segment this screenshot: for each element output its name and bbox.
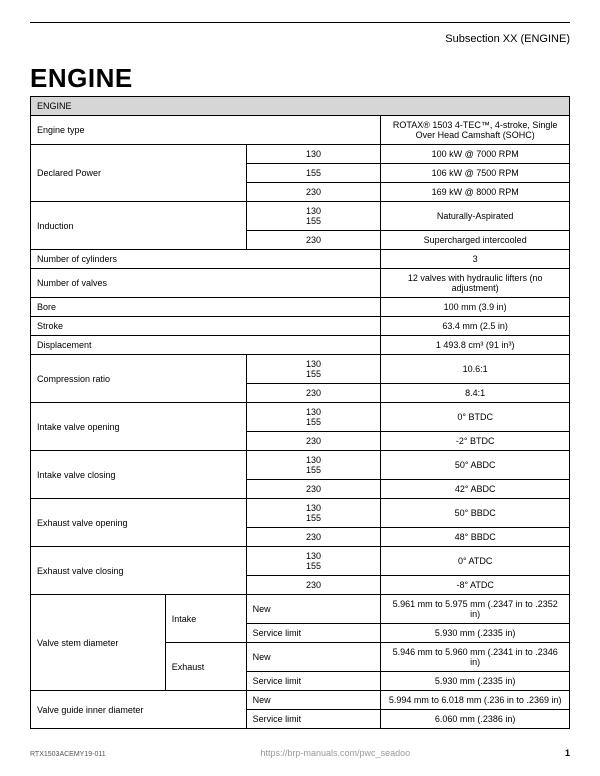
table-section-header: ENGINE	[31, 97, 570, 116]
row-value: 0° ATDC	[381, 547, 570, 576]
row-value: 5.930 mm (.2335 in)	[381, 624, 570, 643]
row-label: Induction	[31, 202, 247, 250]
row-value: 106 kW @ 7500 RPM	[381, 164, 570, 183]
table-row: Valve stem diameter Intake New 5.961 mm …	[31, 595, 570, 624]
table-row: Displacement 1 493.8 cm³ (91 in³)	[31, 336, 570, 355]
row-value: 169 kW @ 8000 RPM	[381, 183, 570, 202]
variant-cell: 230	[246, 528, 381, 547]
table-row: Bore 100 mm (3.9 in)	[31, 298, 570, 317]
section-header-cell: ENGINE	[31, 97, 570, 116]
variant-cell: 155	[246, 164, 381, 183]
row-label: Compression ratio	[31, 355, 247, 403]
row-label: Exhaust valve closing	[31, 547, 247, 595]
cond-label: New	[246, 595, 381, 624]
row-value: 50° ABDC	[381, 451, 570, 480]
variant-cell: 130 155	[246, 202, 381, 231]
variant-cell: 130 155	[246, 499, 381, 528]
row-label: Stroke	[31, 317, 381, 336]
row-value: Naturally-Aspirated	[381, 202, 570, 231]
doc-code: RTX1503ACEMY19-011	[30, 751, 106, 758]
table-row: Valve guide inner diameter New 5.994 mm …	[31, 691, 570, 710]
row-value: 3	[381, 250, 570, 269]
table-row: Number of cylinders 3	[31, 250, 570, 269]
row-value: 8.4:1	[381, 384, 570, 403]
table-row: Stroke 63.4 mm (2.5 in)	[31, 317, 570, 336]
row-label: Valve guide inner diameter	[31, 691, 247, 729]
row-value: 5.946 mm to 5.960 mm (.2341 in to .2346 …	[381, 643, 570, 672]
table-row: Induction 130 155 Naturally-Aspirated	[31, 202, 570, 231]
row-value: 6.060 mm (.2386 in)	[381, 710, 570, 729]
row-value: 5.930 mm (.2335 in)	[381, 672, 570, 691]
row-value: 5.994 mm to 6.018 mm (.236 in to .2369 i…	[381, 691, 570, 710]
page-footer: RTX1503ACEMY19-011 https://brp-manuals.c…	[30, 748, 570, 758]
sub-label: Intake	[165, 595, 246, 643]
variant-cell: 130 155	[246, 355, 381, 384]
row-value: ROTAX® 1503 4-TEC™, 4-stroke, Single Ove…	[381, 116, 570, 145]
row-value: 5.961 mm to 5.975 mm (.2347 in to .2352 …	[381, 595, 570, 624]
table-row: Engine type ROTAX® 1503 4-TEC™, 4-stroke…	[31, 116, 570, 145]
table-row: Declared Power 130 100 kW @ 7000 RPM	[31, 145, 570, 164]
cond-label: Service limit	[246, 672, 381, 691]
variant-cell: 130	[246, 145, 381, 164]
row-value: 12 valves with hydraulic lifters (no adj…	[381, 269, 570, 298]
row-value: 50° BBDC	[381, 499, 570, 528]
footer-url: https://brp-manuals.com/pwc_seadoo	[261, 748, 411, 758]
table-row: Number of valves 12 valves with hydrauli…	[31, 269, 570, 298]
table-row: Exhaust valve opening 130 155 50° BBDC	[31, 499, 570, 528]
page-title: ENGINE	[30, 63, 570, 94]
row-value: 1 493.8 cm³ (91 in³)	[381, 336, 570, 355]
row-value: -2° BTDC	[381, 432, 570, 451]
table-row: Intake valve opening 130 155 0° BTDC	[31, 403, 570, 432]
variant-cell: 130 155	[246, 547, 381, 576]
variant-cell: 230	[246, 183, 381, 202]
variant-cell: 230	[246, 480, 381, 499]
variant-cell: 130 155	[246, 451, 381, 480]
variant-cell: 230	[246, 576, 381, 595]
engine-spec-table: ENGINE Engine type ROTAX® 1503 4-TEC™, 4…	[30, 96, 570, 729]
row-value: Supercharged intercooled	[381, 231, 570, 250]
variant-cell: 230	[246, 231, 381, 250]
top-rule	[30, 22, 570, 23]
variant-cell: 230	[246, 384, 381, 403]
sub-label: Exhaust	[165, 643, 246, 691]
row-value: 100 kW @ 7000 RPM	[381, 145, 570, 164]
row-label: Intake valve opening	[31, 403, 247, 451]
table-row: Compression ratio 130 155 10.6:1	[31, 355, 570, 384]
row-label: Number of valves	[31, 269, 381, 298]
row-value: 42° ABDC	[381, 480, 570, 499]
row-label: Engine type	[31, 116, 381, 145]
table-row: Exhaust valve closing 130 155 0° ATDC	[31, 547, 570, 576]
row-value: 100 mm (3.9 in)	[381, 298, 570, 317]
subsection-header: Subsection XX (ENGINE)	[30, 29, 570, 63]
row-value: 63.4 mm (2.5 in)	[381, 317, 570, 336]
row-label: Valve stem diameter	[31, 595, 166, 691]
row-label: Intake valve closing	[31, 451, 247, 499]
row-value: 0° BTDC	[381, 403, 570, 432]
row-label: Displacement	[31, 336, 381, 355]
row-value: -8° ATDC	[381, 576, 570, 595]
row-value: 48° BBDC	[381, 528, 570, 547]
row-value: 10.6:1	[381, 355, 570, 384]
cond-label: Service limit	[246, 624, 381, 643]
page-number: 1	[565, 748, 570, 758]
cond-label: New	[246, 691, 381, 710]
variant-cell: 230	[246, 432, 381, 451]
row-label: Number of cylinders	[31, 250, 381, 269]
variant-cell: 130 155	[246, 403, 381, 432]
cond-label: Service limit	[246, 710, 381, 729]
row-label: Declared Power	[31, 145, 247, 202]
cond-label: New	[246, 643, 381, 672]
table-row: Intake valve closing 130 155 50° ABDC	[31, 451, 570, 480]
row-label: Exhaust valve opening	[31, 499, 247, 547]
row-label: Bore	[31, 298, 381, 317]
